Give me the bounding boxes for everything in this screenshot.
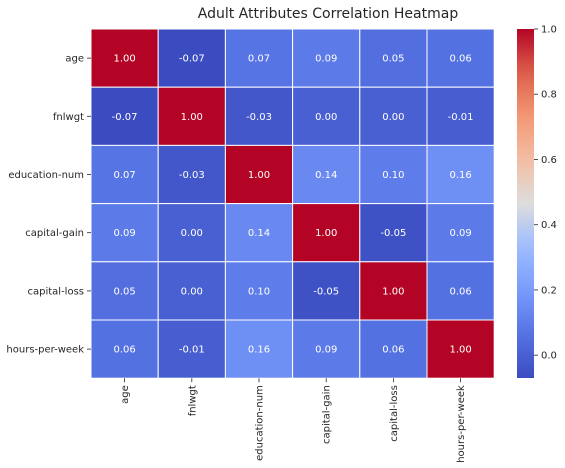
heatmap-cell — [359, 261, 428, 321]
cell-value-label: 0.00 — [382, 112, 404, 123]
cell-value-label: 0.14 — [248, 228, 270, 239]
x-tick-label: hours-per-week — [456, 385, 467, 463]
cell-value-label: 0.06 — [449, 54, 471, 65]
cell-value-label: -0.07 — [112, 112, 138, 123]
heatmap-cell — [224, 203, 294, 263]
heatmap-cell — [292, 28, 361, 88]
cell-value-label: 0.06 — [113, 345, 135, 356]
colorbar-tick-label: 0.2 — [541, 285, 557, 296]
heatmap-cell — [90, 319, 159, 379]
cell-value-label: 0.09 — [315, 345, 337, 356]
heatmap-cell — [426, 319, 495, 379]
x-tick-label: capital-gain — [322, 385, 333, 444]
cell-value-label: 0.00 — [181, 228, 203, 239]
heatmap-cell — [157, 144, 226, 205]
colorbar: 0.0 0.2 0.4 0.6 0.8 1.0 — [517, 25, 557, 378]
x-tick-label: education-num — [255, 385, 266, 461]
cell-value-label: -0.05 — [380, 228, 406, 239]
cell-value-label: 0.16 — [449, 170, 471, 181]
x-tick-label: capital-loss — [389, 385, 400, 442]
colorbar-tick-label: 0.0 — [541, 351, 557, 362]
cell-value-label: 0.07 — [248, 54, 270, 65]
heatmap-cell — [292, 86, 361, 146]
heatmap-cell — [157, 28, 226, 88]
heatmap-cell — [292, 203, 361, 263]
y-tick-label: capital-loss — [27, 286, 84, 297]
heatmap-cell — [224, 261, 294, 321]
cell-value-label: 1.00 — [248, 170, 270, 181]
colorbar-tick-label: 0.8 — [541, 90, 557, 101]
cell-value-label: 0.09 — [449, 228, 471, 239]
heatmap-cell — [90, 261, 159, 321]
cell-value-label: 0.09 — [113, 228, 135, 239]
heatmap-cell — [90, 203, 159, 263]
cell-value-label: 0.07 — [113, 170, 135, 181]
colorbar-tick-label: 1.0 — [541, 25, 557, 36]
heatmap-cell — [90, 28, 159, 88]
y-tick-label: education-num — [8, 170, 84, 181]
heatmap-cell — [359, 144, 428, 205]
cell-value-label: 0.09 — [315, 54, 337, 65]
cell-value-label: 0.06 — [449, 286, 471, 297]
cell-value-label: 0.06 — [382, 345, 404, 356]
cell-value-label: -0.05 — [313, 286, 339, 297]
heatmap-cell — [224, 28, 294, 88]
y-tick-label: fnlwgt — [53, 112, 84, 123]
colorbar-bar — [517, 29, 534, 378]
cell-value-label: 1.00 — [382, 286, 404, 297]
cell-value-label: -0.01 — [179, 345, 205, 356]
cell-value-label: 0.05 — [382, 54, 404, 65]
cell-value-label: 0.00 — [315, 112, 337, 123]
y-tick-label: capital-gain — [25, 228, 84, 239]
cell-value-label: -0.07 — [179, 54, 205, 65]
heatmap-cells: 1.00 -0.07 0.07 0.09 0.05 0.06 -0.07 1.00 -0.03 0… — [90, 28, 495, 379]
cell-value-label: -0.01 — [448, 112, 474, 123]
heatmap-cell — [157, 86, 226, 146]
heatmap-cell — [157, 203, 226, 263]
cell-value-label: 0.16 — [248, 345, 270, 356]
cell-value-label: 0.00 — [181, 286, 203, 297]
heatmap-cell — [426, 203, 495, 263]
heatmap-cell — [426, 86, 495, 146]
x-tick-labels: age fnlwgt education-num capital-gain capita… — [120, 378, 467, 463]
cell-value-label: 1.00 — [449, 345, 471, 356]
y-tick-label: hours-per-week — [6, 345, 84, 356]
cell-value-label: -0.03 — [179, 170, 205, 181]
cell-value-label: 0.10 — [382, 170, 404, 181]
y-tick-label: age — [65, 54, 84, 65]
heatmap-cell — [426, 144, 495, 205]
cell-value-label: 1.00 — [181, 112, 203, 123]
chart-title: Adult Attributes Correlation Heatmap — [198, 6, 459, 22]
heatmap-cell — [292, 261, 361, 321]
cell-value-label: 1.00 — [113, 54, 135, 65]
cell-value-label: 0.14 — [315, 170, 337, 181]
heatmap-cell — [292, 144, 361, 205]
heatmap-cell — [426, 28, 495, 88]
colorbar-tick-label: 0.4 — [541, 220, 557, 231]
cell-value-label: 1.00 — [315, 228, 337, 239]
cell-value-label: 0.05 — [113, 286, 135, 297]
heatmap-cell — [426, 261, 495, 321]
heatmap-cell — [359, 203, 428, 263]
y-tick-labels: age fnlwgt education-num capital-gain capita… — [6, 54, 91, 356]
x-tick-label: fnlwgt — [187, 385, 198, 416]
cell-value-label: 0.10 — [248, 286, 270, 297]
cell-value-label: -0.03 — [246, 112, 272, 123]
colorbar-tick-label: 0.6 — [541, 155, 557, 166]
x-tick-label: age — [120, 385, 131, 404]
